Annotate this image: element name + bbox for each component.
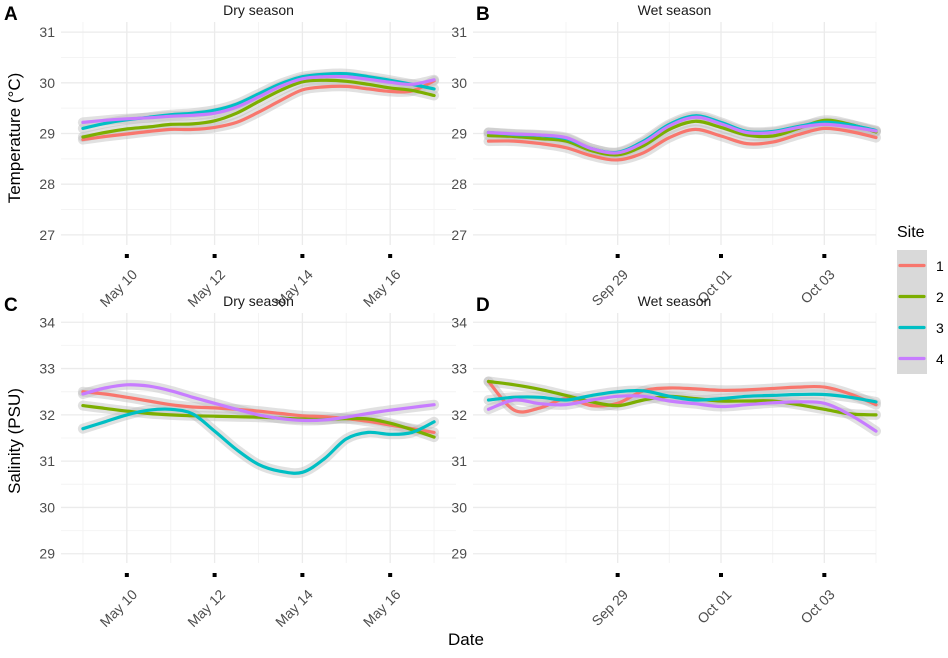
series-line-site-1 xyxy=(81,79,436,142)
series-line-site-1 xyxy=(81,390,436,434)
y-tick-label: 30 xyxy=(451,499,467,515)
x-tick-label: May 14 xyxy=(272,586,316,630)
panel-label: C xyxy=(4,295,18,316)
y-tick-label: 29 xyxy=(39,546,55,562)
legend: Site 1 2 3 4 xyxy=(897,224,944,374)
y-axis-title: Salinity (PSU) xyxy=(5,388,24,494)
x-tick-mark xyxy=(124,573,129,577)
series-line-site-4 xyxy=(81,74,436,124)
legend-label: 2 xyxy=(936,289,944,305)
x-tick-mark xyxy=(615,573,620,577)
y-tick-label: 28 xyxy=(39,176,55,192)
x-tick-mark xyxy=(212,573,217,577)
x-tick-label: May 12 xyxy=(184,266,228,310)
panel-label: D xyxy=(476,295,490,316)
series-line-site-4 xyxy=(81,383,436,423)
panel-title: Dry season xyxy=(223,293,294,309)
y-axis-title: Temperature (°C) xyxy=(5,73,24,204)
series-line-site-3 xyxy=(81,407,436,475)
y-tick-label: 34 xyxy=(39,314,55,330)
x-tick-mark xyxy=(615,254,620,258)
panel-label: A xyxy=(4,4,18,25)
legend-label: 1 xyxy=(936,258,944,274)
y-tick-label: 30 xyxy=(39,75,55,91)
y-tick-label: 32 xyxy=(39,407,55,423)
y-tick-label: 29 xyxy=(451,126,467,142)
x-tick-label: May 16 xyxy=(360,266,404,310)
panel-title: Wet season xyxy=(638,293,712,309)
series-line-site-2 xyxy=(81,404,436,439)
legend-label: 4 xyxy=(936,351,944,367)
y-tick-label: 34 xyxy=(451,314,467,330)
series-line-site-3 xyxy=(486,388,878,404)
x-tick-mark xyxy=(822,254,827,258)
y-tick-label: 31 xyxy=(39,453,55,469)
panel-label: B xyxy=(476,4,490,25)
y-tick-label: 31 xyxy=(39,24,55,40)
x-tick-mark xyxy=(300,573,305,577)
x-tick-mark xyxy=(719,254,723,258)
panel-c: 29 30 31 32 33 34 May 10 May 12 May 14 May 16 Dry … xyxy=(4,293,456,630)
x-tick-mark xyxy=(822,573,827,577)
x-tick-label: May 10 xyxy=(97,266,141,310)
legend-title: Site xyxy=(897,224,925,241)
y-tick-label: 29 xyxy=(39,126,55,142)
series-line-site-2 xyxy=(81,78,436,139)
y-tick-label: 31 xyxy=(451,24,467,40)
x-tick-label: Oct 03 xyxy=(797,586,838,627)
x-tick-mark xyxy=(300,254,305,258)
legend-label: 3 xyxy=(936,320,944,336)
panel-d: 29 30 31 32 33 34 Sep 29 Oct 01 Oct 03 Wet season… xyxy=(451,293,881,629)
x-tick-mark xyxy=(388,254,393,258)
x-tick-label: Sep 29 xyxy=(588,266,631,309)
series-line-site-1 xyxy=(486,379,878,414)
y-tick-label: 28 xyxy=(451,176,467,192)
y-tick-label: 33 xyxy=(451,361,467,377)
x-tick-label: May 10 xyxy=(97,586,141,630)
x-tick-mark xyxy=(719,573,723,577)
y-tick-label: 27 xyxy=(451,227,467,243)
x-tick-label: Oct 03 xyxy=(797,266,838,307)
x-tick-label: Oct 01 xyxy=(694,586,735,627)
x-axis-title: Date xyxy=(448,630,484,649)
y-tick-label: 30 xyxy=(39,499,55,515)
y-tick-label: 27 xyxy=(39,227,55,243)
series-line-site-1 xyxy=(486,126,878,162)
series-line-site-4 xyxy=(486,115,878,155)
x-tick-label: May 16 xyxy=(360,586,404,630)
x-tick-mark xyxy=(388,573,393,577)
panel-title: Wet season xyxy=(638,2,712,18)
y-tick-label: 29 xyxy=(451,546,467,562)
series-line-site-4 xyxy=(486,394,878,433)
panel-title: Dry season xyxy=(223,2,294,18)
x-tick-label: May 12 xyxy=(184,586,228,630)
y-tick-label: 30 xyxy=(451,75,467,91)
y-tick-label: 33 xyxy=(39,361,55,377)
x-tick-mark xyxy=(212,254,217,258)
x-tick-label: Sep 29 xyxy=(588,586,631,629)
y-tick-label: 32 xyxy=(451,407,467,423)
x-tick-mark xyxy=(124,254,129,258)
y-tick-label: 31 xyxy=(451,453,467,469)
